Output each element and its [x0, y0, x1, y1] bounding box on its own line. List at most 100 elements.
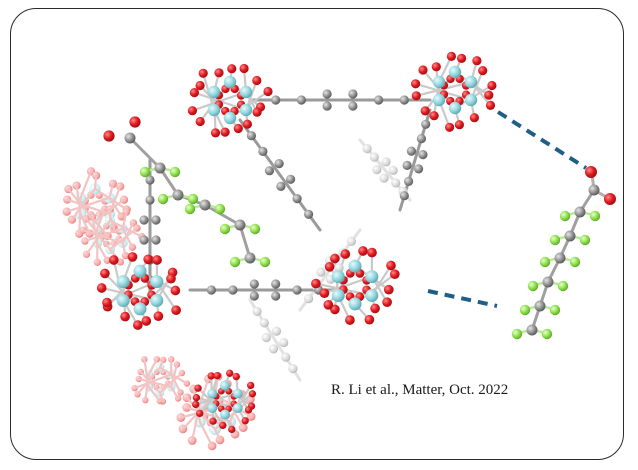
oxygen-atom [345, 315, 355, 325]
bond [147, 385, 161, 403]
carbon-atom [372, 165, 382, 175]
oxygen-atom [382, 297, 392, 308]
carbon-atom [281, 352, 291, 362]
zirconium-atom [365, 288, 379, 303]
bond [128, 136, 162, 170]
bond [170, 363, 179, 389]
oxygen-atom [454, 120, 464, 130]
oxygen-atom [170, 285, 181, 296]
zirconium-atom [432, 93, 446, 107]
bond [82, 229, 124, 245]
oxygen-atom [132, 320, 143, 330]
carbon-atom [274, 159, 284, 169]
zirconium-atom [365, 270, 379, 284]
oxygen-atom [100, 268, 110, 279]
oxygen-atom [192, 400, 200, 409]
fluorine-atom [259, 256, 271, 268]
oxygen-atom [226, 369, 234, 377]
zirconium-atom [348, 297, 362, 311]
oxygen-atom [141, 316, 152, 326]
zirconium-atom [207, 403, 218, 413]
fluorine-atom [187, 193, 199, 205]
oxygen-atom [386, 260, 396, 271]
carbon-atom [276, 181, 286, 191]
oxygen-atom [209, 417, 217, 425]
carbon-atom [258, 146, 268, 156]
oxygen-atom [143, 254, 154, 265]
carbon-atom [304, 294, 314, 304]
carbon-atom [244, 252, 256, 264]
carbon-atom [346, 236, 356, 246]
oxygen-atom [192, 394, 201, 402]
oxygen-atom [263, 86, 273, 97]
bond [121, 210, 128, 230]
bond [133, 373, 173, 390]
bond [67, 188, 97, 223]
zirconium-atom [331, 288, 345, 303]
zirconium-atom [464, 93, 478, 107]
fluorine-atom [539, 256, 551, 268]
carbon-atom [234, 219, 246, 231]
oxygen-atom [319, 288, 330, 299]
oxygen-atom [214, 68, 224, 78]
oxygen-atom [469, 113, 479, 123]
carbon-atom [271, 291, 281, 301]
bond [108, 219, 143, 238]
oxygen-atom [604, 193, 616, 205]
carbon-atom [271, 279, 281, 289]
oxygen-atom [487, 80, 497, 91]
carbon-atom [228, 285, 238, 295]
carbon-atom [246, 131, 256, 141]
zirconium-atom [207, 388, 218, 399]
oxygen-atom [198, 68, 208, 78]
carbon-atom [416, 134, 426, 144]
carbon-atom [564, 230, 576, 242]
carbon-atom [252, 306, 262, 316]
carbon-atom [391, 178, 401, 188]
oxygen-atom [358, 246, 368, 256]
bond [79, 170, 93, 199]
carbon-atom [264, 166, 274, 176]
carbon-atom [259, 318, 269, 328]
fluorine-atom [219, 223, 231, 235]
fluorine-atom [579, 234, 591, 246]
carbon-atom [348, 101, 358, 111]
oxygen-atom [129, 116, 141, 128]
oxygen-atom [323, 299, 334, 310]
coordination-dash [496, 110, 588, 170]
oxygen-atom [102, 297, 112, 308]
zirconium-atom [207, 103, 221, 117]
oxygen-atom [340, 249, 351, 259]
bond [158, 371, 183, 394]
bond [213, 428, 222, 441]
carbon-atom [172, 189, 184, 201]
bond [93, 174, 98, 190]
oxygen-atom [127, 252, 138, 262]
oxygen-atom [311, 278, 321, 289]
oxygen-atom [195, 80, 205, 91]
carbon-atom [151, 235, 161, 245]
fluorine-atom [549, 304, 561, 316]
oxygen-atom [207, 372, 215, 380]
carbon-atom [399, 191, 409, 201]
bond [143, 358, 150, 389]
fluorine-atom [541, 328, 553, 340]
carbon-atom [588, 184, 600, 196]
fluorine-atom [249, 223, 261, 235]
carbon-atom [296, 95, 306, 105]
oxygen-atom [152, 255, 162, 265]
fluorine-atom [557, 280, 569, 292]
carbon-atom [271, 326, 282, 336]
oxygen-atom [244, 406, 253, 414]
bond [121, 241, 127, 257]
carbon-atom [421, 119, 431, 129]
oxygen-atom [171, 305, 181, 316]
oxygen-atom [411, 79, 421, 89]
zirconium-atom [220, 409, 230, 420]
bond [158, 358, 165, 369]
zirconium-atom [207, 85, 221, 99]
carbon-atom [374, 95, 384, 105]
oxygen-atom [196, 409, 204, 418]
oxygen-atom [103, 130, 115, 142]
